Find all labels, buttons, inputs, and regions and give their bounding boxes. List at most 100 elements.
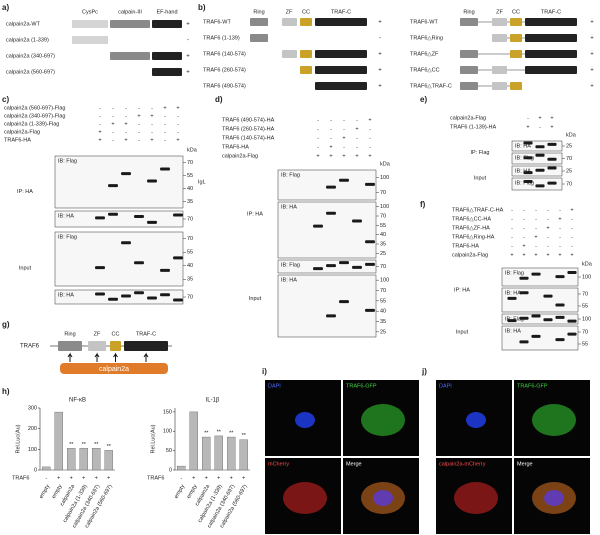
ib-label: IB: Flag	[58, 158, 77, 164]
domain-box	[152, 52, 182, 60]
blot-band	[108, 297, 118, 301]
binding-result: +	[590, 36, 594, 42]
marker-label: 55	[187, 173, 193, 179]
blot-band	[555, 315, 565, 319]
panel-label: h)	[2, 387, 10, 396]
blot-band	[567, 332, 577, 336]
condition-sign: +	[368, 117, 371, 123]
blot-band	[326, 185, 336, 189]
cell-signal	[373, 490, 393, 506]
condition-sign: +	[546, 252, 549, 258]
marker-label: 70	[187, 236, 193, 242]
condition-sign: -	[511, 234, 513, 240]
domain-box	[492, 66, 507, 74]
condition-sign: -	[369, 126, 371, 132]
bar	[79, 448, 88, 471]
bar	[67, 448, 76, 471]
condition-sign: +	[510, 252, 513, 258]
condition-sign: -	[523, 207, 525, 213]
marker-label: 70	[380, 213, 386, 219]
condition-sign: -	[138, 129, 140, 135]
chart-title: IL-1β	[206, 398, 220, 404]
condition-sign: +	[329, 144, 332, 150]
condition-sign: +	[534, 252, 537, 258]
blot-band	[535, 153, 545, 157]
condition-label: calpain2a-Flag	[222, 153, 258, 159]
condition-sign: -	[343, 117, 345, 123]
condition-sign: +	[98, 137, 101, 143]
blot-band	[339, 178, 349, 182]
blot	[54, 231, 184, 287]
condition-sign: -	[317, 135, 319, 141]
condition-sign: +	[111, 121, 114, 127]
group-label: IP: HA	[17, 189, 33, 195]
condition-sign: -	[511, 216, 513, 222]
binding-result: +	[590, 68, 594, 74]
blot-band	[523, 171, 533, 175]
condition-sign: -	[317, 126, 319, 132]
condition-label: calpain2a (560-697)-Flag	[4, 105, 65, 111]
panel-label: g)	[2, 320, 10, 329]
condition-sign: -	[511, 207, 513, 213]
partner-label: calpain2a	[99, 366, 129, 373]
bar	[42, 466, 51, 471]
condition-sign: -	[112, 137, 114, 143]
cell-signal	[454, 482, 498, 514]
condition-sign: -	[547, 207, 549, 213]
group-label: Input	[474, 175, 487, 181]
channel-label: Merge	[517, 461, 533, 467]
blot-band	[365, 262, 375, 266]
channel-label: TRAF6-GFP	[346, 383, 377, 389]
construct-label: TRAF6 (140-574)	[203, 51, 246, 57]
blot-band	[108, 184, 118, 188]
channel-label: DAPI	[268, 383, 281, 389]
condition-sign: +	[550, 115, 553, 121]
blot-band	[547, 181, 557, 185]
domain-box	[492, 82, 507, 90]
domain-header: CysPc	[82, 9, 98, 15]
marker-label: 40	[187, 263, 193, 269]
condition-sign: -	[369, 135, 371, 141]
marker-label: 70	[380, 264, 386, 270]
condition-sign: -	[511, 225, 513, 231]
ib-label: IB: HA	[281, 204, 297, 210]
condition-sign: +	[546, 225, 549, 231]
marker-label: 55	[380, 223, 386, 229]
domain-box	[300, 66, 312, 74]
domain-box	[460, 66, 478, 74]
marker-label: 100	[380, 175, 389, 181]
condition-sign: -	[559, 207, 561, 213]
row-sign: +	[95, 475, 98, 481]
blot-band	[519, 276, 529, 280]
domain-box	[300, 18, 312, 26]
row-sign: +	[82, 475, 85, 481]
significance: **	[217, 429, 222, 435]
condition-sign: -	[539, 124, 541, 130]
marker-label: 40	[380, 232, 386, 238]
row-label: TRAF6	[12, 475, 29, 481]
condition-sign: +	[176, 105, 179, 111]
blot-band	[365, 182, 375, 186]
domain-header: TRAF-C	[136, 331, 156, 337]
binding-result: +	[590, 52, 594, 58]
condition-sign: -	[138, 105, 140, 111]
panel-label: c)	[2, 95, 9, 104]
condition-sign: -	[177, 113, 179, 119]
condition-sign: -	[571, 243, 573, 249]
condition-sign: -	[112, 129, 114, 135]
channel-label: Merge	[346, 461, 362, 467]
channel-label: DAPI	[439, 383, 452, 389]
condition-sign: -	[317, 144, 319, 150]
blot	[277, 201, 377, 259]
marker-label: 70	[187, 216, 193, 222]
blot-band	[134, 261, 144, 265]
row-sign: +	[242, 475, 245, 481]
group-label: Input	[456, 329, 469, 335]
marker-label: 100	[380, 278, 389, 284]
condition-sign: -	[523, 216, 525, 222]
domain-box	[492, 34, 507, 42]
condition-sign: -	[511, 243, 513, 249]
condition-sign: +	[550, 124, 553, 130]
binding-result: -	[187, 38, 189, 44]
channel-label: mCherry	[268, 461, 289, 467]
